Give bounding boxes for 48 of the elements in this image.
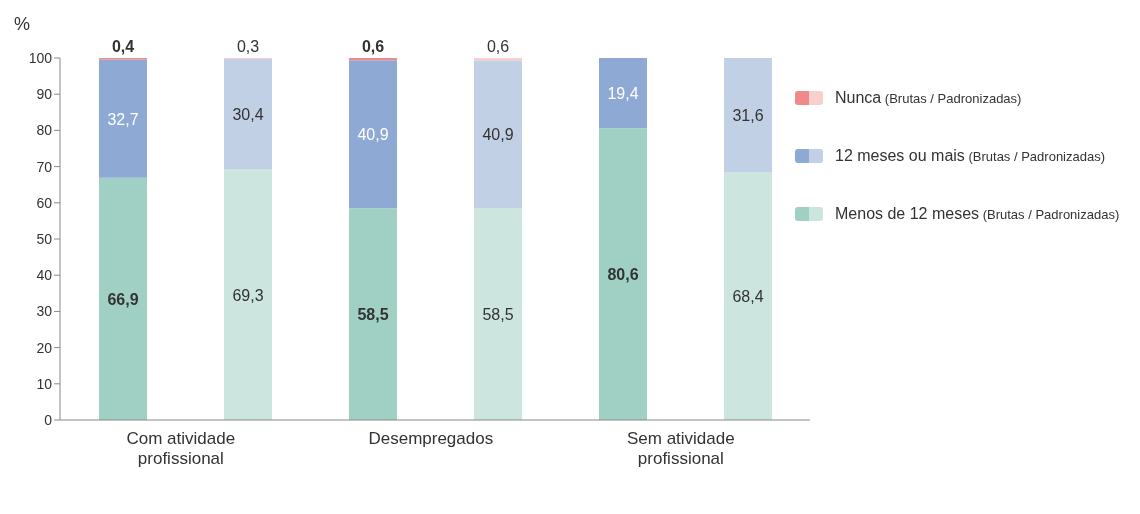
data-label: 66,9 [107,290,139,308]
x-tick-label: Desempregados [368,429,494,448]
bar [724,172,772,420]
y-tick-label: 30 [36,303,53,320]
legend-label: Nunca (Brutas / Padronizadas) [835,89,1022,107]
data-label: 69,3 [232,286,264,304]
bar [724,58,772,173]
data-label: 0,3 [236,38,260,55]
bar [474,58,522,61]
data-label: 0,6 [486,38,510,55]
data-label: 80,6 [607,266,639,284]
data-label: 0,6 [361,38,385,55]
bar [224,169,272,420]
y-tick-label: 100 [28,49,53,66]
y-tick-label: 10 [36,375,53,392]
legend-label: 12 meses ou mais (Brutas / Padronizadas) [835,147,1106,165]
data-label: 40,9 [482,126,514,144]
bar [599,128,647,420]
y-tick-label: 50 [36,230,53,247]
data-label: 40,9 [357,126,389,144]
data-label: 58,5 [482,306,514,324]
x-tick-label: Com atividade profissional [126,429,236,468]
bar [474,208,522,420]
bar [99,59,147,178]
data-label: 31,6 [732,107,764,125]
y-tick-label: 80 [36,122,53,139]
y-tick-label: 40 [36,267,53,284]
y-tick-label: 60 [36,194,53,211]
data-label: 0,4 [111,38,135,55]
bar [224,59,272,170]
y-tick-label: 20 [36,339,53,356]
data-label: 19,4 [607,85,639,103]
bar [349,60,397,209]
bar [349,208,397,420]
bar [349,58,397,61]
data-label: 30,4 [232,106,264,124]
y-axis-title: % [14,14,31,35]
data-label: 58,5 [357,306,389,324]
y-tick-label: 90 [36,86,53,103]
legend-label: Menos de 12 meses (Brutas / Padronizadas) [835,205,1120,223]
y-tick-label: 70 [36,158,53,175]
x-tick-label: Sem atividade profissional [626,429,735,468]
data-label: 68,4 [732,288,764,306]
bar [599,58,647,129]
y-tick-label: 0 [44,411,53,428]
bar [474,60,522,209]
bar [99,177,147,420]
data-label: 32,7 [107,110,139,128]
